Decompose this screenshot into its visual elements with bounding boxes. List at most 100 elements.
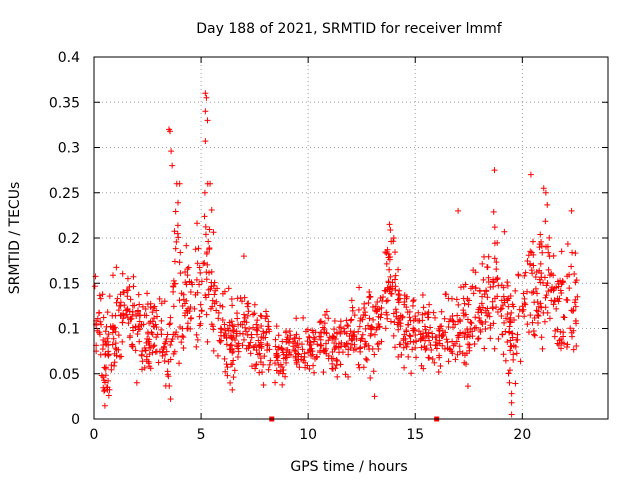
- data-point: [177, 270, 184, 277]
- data-point: [151, 323, 158, 330]
- data-point: [429, 355, 436, 362]
- data-point: [245, 345, 252, 352]
- data-point: [398, 351, 405, 358]
- data-point: [429, 334, 436, 341]
- data-point: [371, 393, 378, 400]
- data-point: [531, 315, 538, 322]
- data-point: [183, 242, 190, 249]
- data-point: [566, 271, 573, 278]
- data-point: [479, 260, 486, 267]
- data-point: [431, 359, 438, 366]
- data-point: [203, 311, 210, 318]
- data-point: [498, 313, 505, 320]
- data-point: [218, 337, 225, 344]
- data-point: [348, 335, 355, 342]
- data-point: [427, 342, 434, 349]
- data-point: [569, 249, 576, 256]
- data-point: [494, 293, 501, 300]
- data-point: [287, 332, 294, 339]
- data-point: [106, 293, 113, 300]
- data-point: [454, 351, 461, 358]
- data-point: [348, 316, 355, 323]
- data-point: [274, 357, 281, 364]
- data-point: [395, 296, 402, 303]
- data-point: [139, 303, 146, 310]
- data-point: [490, 208, 497, 215]
- data-point: [362, 338, 369, 345]
- data-point: [334, 373, 341, 380]
- data-point: [165, 373, 172, 380]
- data-point: [163, 335, 170, 342]
- data-point: [541, 274, 548, 281]
- data-point: [439, 328, 446, 335]
- data-point: [553, 305, 560, 312]
- data-point: [286, 336, 293, 343]
- data-point: [204, 261, 211, 268]
- data-point: [386, 221, 393, 228]
- data-point: [519, 308, 526, 315]
- data-point: [235, 348, 242, 355]
- data-point: [136, 325, 143, 332]
- data-point: [416, 328, 423, 335]
- data-point: [452, 356, 459, 363]
- data-point: [201, 189, 208, 196]
- data-point: [460, 295, 467, 302]
- data-point: [487, 324, 494, 331]
- data-point: [213, 298, 220, 305]
- data-point: [355, 361, 362, 368]
- data-point: [361, 304, 368, 311]
- data-point: [204, 338, 211, 345]
- data-point: [234, 310, 241, 317]
- data-point: [457, 329, 464, 336]
- data-point: [383, 260, 390, 267]
- data-point: [325, 337, 332, 344]
- data-point: [100, 373, 107, 380]
- data-point: [539, 345, 546, 352]
- data-point: [252, 365, 259, 372]
- data-point: [143, 353, 150, 360]
- data-point: [478, 300, 485, 307]
- data-point: [392, 249, 399, 256]
- data-point: [158, 317, 165, 324]
- data-point: [362, 312, 369, 319]
- data-point: [392, 344, 398, 351]
- data-point: [437, 323, 444, 330]
- data-point: [225, 327, 232, 334]
- data-point: [415, 309, 422, 316]
- data-point: [530, 262, 537, 269]
- y-tick-label: 0.4: [58, 50, 80, 66]
- data-point: [476, 317, 483, 324]
- data-point: [425, 333, 432, 340]
- data-point: [512, 287, 519, 294]
- data-point: [532, 274, 539, 281]
- data-point: [513, 350, 520, 357]
- y-tick-label: 0.3: [58, 141, 80, 157]
- data-point: [152, 348, 159, 355]
- data-point: [167, 314, 174, 321]
- data-point: [418, 344, 425, 351]
- data-point: [430, 309, 437, 316]
- data-point: [423, 332, 430, 339]
- data-point: [173, 329, 180, 336]
- data-point: [272, 343, 279, 350]
- data-point: [219, 290, 226, 297]
- data-point: [180, 334, 187, 341]
- data-point: [508, 309, 515, 316]
- data-point: [551, 285, 558, 292]
- data-point: [320, 347, 327, 354]
- data-point: [529, 319, 536, 326]
- data-point: [244, 300, 251, 307]
- data-point: [226, 319, 233, 326]
- data-point: [217, 338, 224, 345]
- data-point: [221, 321, 228, 328]
- data-point: [243, 319, 250, 326]
- data-point: [321, 348, 328, 355]
- data-point: [563, 343, 570, 350]
- y-axis-label: SRMTID / TECUs: [7, 182, 23, 295]
- data-point: [232, 337, 239, 344]
- data-point: [131, 302, 138, 309]
- data-point: [132, 347, 139, 354]
- data-point: [344, 322, 351, 329]
- data-point: [171, 228, 178, 235]
- data-point: [264, 342, 271, 349]
